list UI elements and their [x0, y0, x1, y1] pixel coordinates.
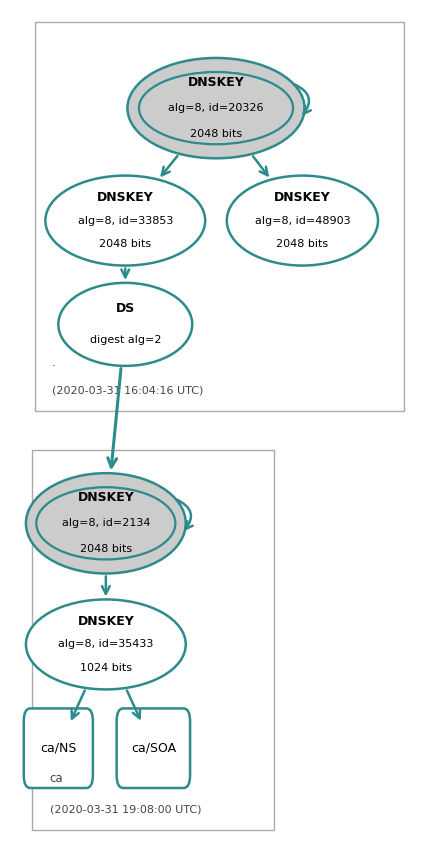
- Ellipse shape: [45, 176, 205, 266]
- Ellipse shape: [127, 58, 305, 158]
- FancyArrowPatch shape: [294, 84, 311, 114]
- Ellipse shape: [26, 599, 186, 689]
- Text: (2020-03-31 16:04:16 UTC): (2020-03-31 16:04:16 UTC): [52, 385, 203, 395]
- Text: DNSKEY: DNSKEY: [187, 75, 245, 88]
- Text: DS: DS: [116, 302, 135, 315]
- Text: alg=8, id=48903: alg=8, id=48903: [254, 215, 350, 226]
- Text: ca/NS: ca/NS: [40, 741, 76, 755]
- Text: 2048 bits: 2048 bits: [276, 239, 328, 249]
- Text: DNSKEY: DNSKEY: [274, 190, 331, 203]
- FancyArrowPatch shape: [176, 499, 193, 529]
- Text: ca: ca: [50, 772, 64, 785]
- FancyBboxPatch shape: [24, 708, 93, 788]
- Bar: [35, 22, 404, 411]
- Text: DNSKEY: DNSKEY: [77, 490, 134, 503]
- Bar: [32, 450, 274, 830]
- Text: digest alg=2: digest alg=2: [89, 335, 161, 345]
- Text: 1024 bits: 1024 bits: [80, 663, 132, 673]
- Text: DNSKEY: DNSKEY: [77, 614, 134, 627]
- Text: 2048 bits: 2048 bits: [80, 544, 132, 554]
- Text: alg=8, id=35433: alg=8, id=35433: [58, 639, 153, 650]
- Text: alg=8, id=2134: alg=8, id=2134: [62, 518, 150, 529]
- Text: (2020-03-31 19:08:00 UTC): (2020-03-31 19:08:00 UTC): [50, 804, 201, 815]
- Ellipse shape: [227, 176, 378, 266]
- Text: .: .: [52, 356, 56, 369]
- Text: ca/SOA: ca/SOA: [131, 741, 176, 755]
- Ellipse shape: [26, 473, 186, 573]
- Text: alg=8, id=20326: alg=8, id=20326: [168, 103, 264, 113]
- Text: alg=8, id=33853: alg=8, id=33853: [78, 215, 173, 226]
- Text: 2048 bits: 2048 bits: [190, 129, 242, 139]
- Text: DNSKEY: DNSKEY: [97, 190, 154, 203]
- FancyBboxPatch shape: [117, 708, 190, 788]
- Ellipse shape: [58, 283, 192, 366]
- Text: 2048 bits: 2048 bits: [99, 239, 151, 249]
